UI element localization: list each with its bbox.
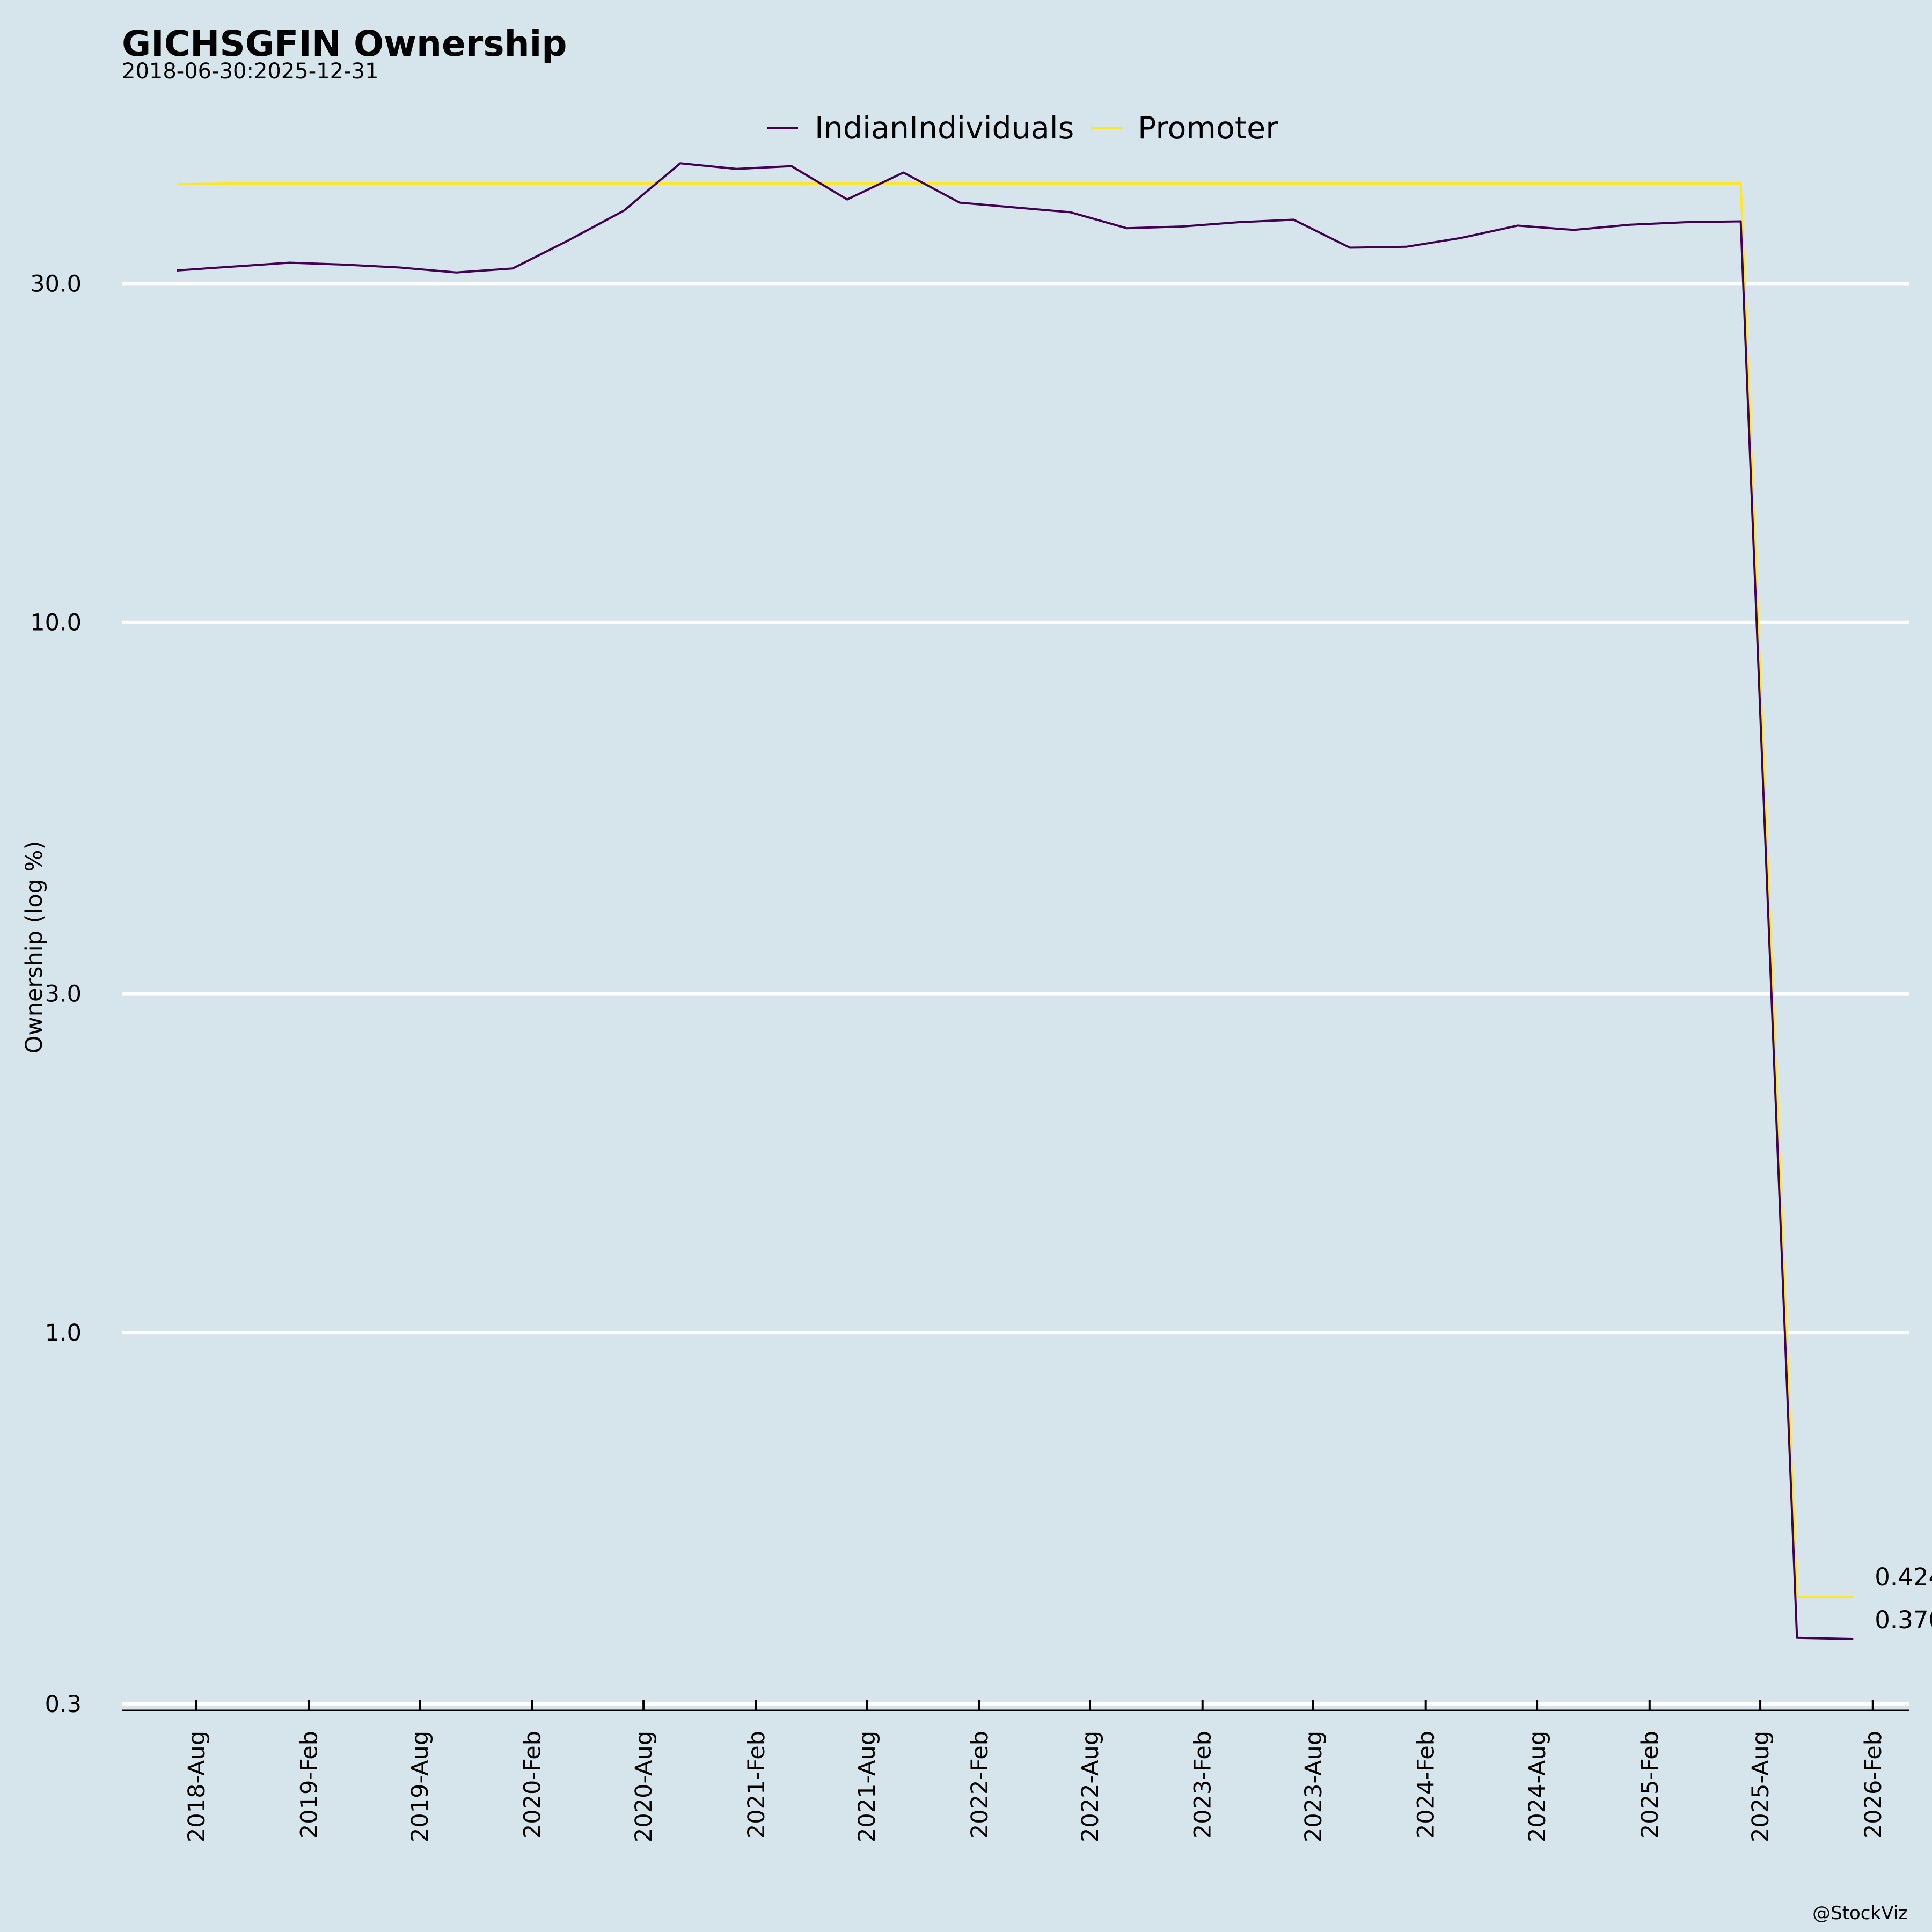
annotation-indianindividuals: 0.3703% xyxy=(1875,1606,1932,1634)
series-line-promoter xyxy=(177,182,1854,1598)
x-tick-label: 2022-Feb xyxy=(967,1731,993,1839)
y-tick-label: 10.0 xyxy=(30,610,82,636)
y-tick-label: 1.0 xyxy=(45,1320,82,1346)
x-tick-label: 2026-Feb xyxy=(1860,1731,1887,1839)
caption: @StockViz xyxy=(1812,1902,1908,1924)
x-tick-label: 2025-Aug xyxy=(1747,1731,1774,1842)
y-tick-label: 0.3 xyxy=(45,1691,82,1718)
x-tick-label: 2024-Aug xyxy=(1524,1731,1551,1842)
x-tick-label: 2023-Feb xyxy=(1190,1731,1217,1839)
annotations: 0.4241% 0.3703% xyxy=(1875,1563,1932,1634)
x-axis-ticks: 2018-Aug 2019-Feb 2019-Aug 2020-Feb 2020-Aug… xyxy=(184,1700,1887,1842)
x-tick-label: 2018-Aug xyxy=(184,1731,210,1842)
x-tick-label: 2025-Feb xyxy=(1637,1731,1664,1839)
x-tick-label: 2019-Feb xyxy=(296,1731,323,1839)
x-tick-label: 2020-Feb xyxy=(519,1731,546,1839)
x-tick-label: 2022-Aug xyxy=(1077,1731,1104,1842)
legend: IndianIndividuals Promoter xyxy=(767,111,1278,146)
series-line-indianindividuals xyxy=(177,162,1854,1640)
x-tick-label: 2024-Feb xyxy=(1413,1731,1440,1839)
y-axis-label: Ownership (log %) xyxy=(21,841,48,1054)
chart-title: GICHSGFIN Ownership xyxy=(122,23,567,64)
x-tick-label: 2020-Aug xyxy=(631,1731,657,1842)
chart-subtitle: 2018-06-30:2025-12-31 xyxy=(122,59,378,84)
x-tick-label: 2021-Feb xyxy=(743,1731,770,1839)
y-tick-label: 30.0 xyxy=(30,270,82,297)
legend-label-promoter: Promoter xyxy=(1138,111,1278,146)
y-axis-ticks: 0.3 1.0 3.0 10.0 30.0 xyxy=(30,270,82,1718)
y-tick-label: 3.0 xyxy=(45,981,82,1008)
annotation-promoter: 0.4241% xyxy=(1875,1563,1932,1591)
x-tick-label: 2019-Aug xyxy=(407,1731,434,1842)
x-tick-label: 2023-Aug xyxy=(1300,1731,1327,1842)
x-tick-label: 2021-Aug xyxy=(854,1731,881,1842)
legend-label-indianindividuals: IndianIndividuals xyxy=(815,111,1074,146)
series-lines xyxy=(177,162,1854,1640)
